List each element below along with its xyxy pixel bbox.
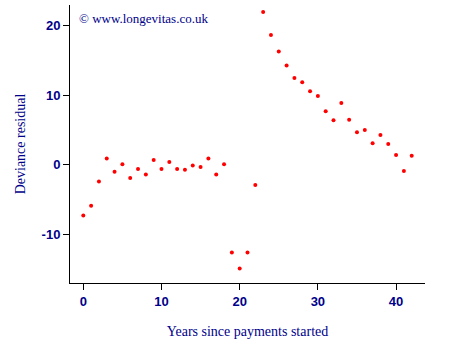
svg-text:0: 0	[53, 157, 60, 172]
svg-text:© www.longevitas.co.uk: © www.longevitas.co.uk	[79, 11, 208, 26]
svg-text:-10: -10	[42, 227, 61, 242]
svg-text:0: 0	[80, 294, 87, 309]
svg-text:40: 40	[389, 294, 403, 309]
svg-text:10: 10	[46, 88, 60, 103]
svg-text:30: 30	[311, 294, 325, 309]
svg-text:10: 10	[154, 294, 168, 309]
svg-text:20: 20	[46, 18, 60, 33]
svg-text:Deviance residual: Deviance residual	[13, 94, 28, 195]
svg-text:20: 20	[232, 294, 246, 309]
svg-text:Years since payments started: Years since payments started	[167, 324, 329, 339]
